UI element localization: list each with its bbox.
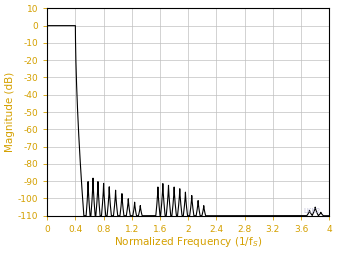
Y-axis label: Magnitude (dB): Magnitude (dB) — [5, 72, 15, 152]
Text: LKK2: LKK2 — [304, 208, 321, 214]
X-axis label: Normalized Frequency (1/f$_S$): Normalized Frequency (1/f$_S$) — [114, 235, 262, 249]
